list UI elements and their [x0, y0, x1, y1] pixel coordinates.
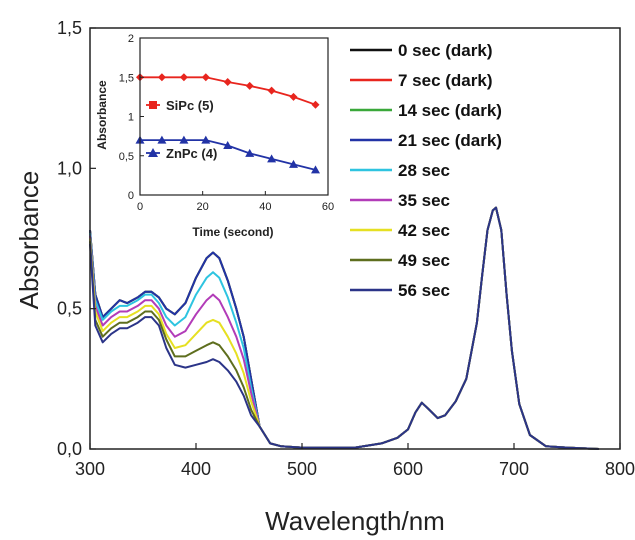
inset-legend: SiPc (5) ZnPc (4) — [146, 98, 217, 161]
y-tick-label: 1,5 — [57, 18, 82, 38]
legend-label-8: 56 sec — [398, 281, 450, 300]
inset-point-1-3 — [201, 135, 211, 144]
main-chart: 300 400 500 600 700 800 0,00,51,01,5 Waveleng… — [14, 18, 635, 536]
y-tick-label: 0,5 — [57, 299, 82, 319]
inset-x-ticks: 0 20 40 60 — [137, 191, 334, 213]
legend-label-5: 35 sec — [398, 191, 450, 210]
x-axis-title: Wavelength/nm — [265, 506, 445, 536]
inset-y-axis-title: Absorbance — [95, 80, 109, 150]
inset-point-1-4 — [223, 141, 233, 149]
inset-y-ticks: 0 0,5 1 1,5 2 — [119, 33, 144, 202]
inset-x-axis-title: Time (second) — [192, 225, 273, 239]
legend-label-7: 49 sec — [398, 251, 450, 270]
inset-point-0-4 — [223, 78, 232, 86]
y-ticks: 0,0 0,5 1,0 1,5 — [57, 18, 96, 459]
inset-y-tick-label: 0 — [128, 190, 134, 202]
legend-label-2: 14 sec (dark) — [398, 101, 502, 120]
legend-label-6: 42 sec — [398, 221, 450, 240]
x-tick-label: 600 — [393, 459, 423, 479]
inset-point-0-6 — [267, 86, 276, 95]
inset-y-tick-label: 0,5 — [119, 151, 134, 163]
inset-point-0-1 — [157, 73, 166, 82]
x-tick-label: 500 — [287, 459, 317, 479]
y-tick-label: 0,0 — [57, 439, 82, 459]
x-tick-label: 400 — [181, 459, 211, 479]
spectra-lines — [89, 206, 599, 450]
inset-legend-label-0: SiPc (5) — [166, 98, 214, 113]
main-plot-frame — [89, 27, 621, 450]
inset-x-tick-label: 60 — [322, 201, 334, 213]
x-ticks: 300 400 500 600 700 800 — [75, 443, 635, 479]
inset-point-0-2 — [179, 73, 188, 82]
inset-point-0-3 — [201, 73, 210, 82]
legend-label-0: 0 sec (dark) — [398, 41, 493, 60]
inset-background — [118, 35, 328, 205]
legend-label-1: 7 sec (dark) — [398, 71, 493, 90]
inset-point-1-5 — [245, 148, 255, 157]
legend-label-4: 28 sec — [398, 161, 450, 180]
inset-point-1-7 — [289, 159, 298, 168]
inset-chart: 0 20 40 60 0 0,5 1 1,5 2 Time (second) Absorban… — [95, 33, 334, 239]
inset-x-tick-label: 20 — [197, 201, 209, 213]
inset-point-0-7 — [289, 92, 298, 101]
inset-point-1-6 — [267, 154, 277, 163]
inset-y-tick-label: 1,5 — [119, 72, 134, 84]
inset-point-0-5 — [245, 81, 254, 90]
x-tick-label: 800 — [605, 459, 635, 479]
inset-legend-marker-1 — [148, 148, 158, 157]
legend: 0 sec (dark) 7 sec (dark) 14 sec (dark) 21 … — [350, 41, 502, 300]
y-tick-label: 1,0 — [57, 158, 82, 178]
x-tick-label: 700 — [499, 459, 529, 479]
x-tick-label: 300 — [75, 459, 105, 479]
legend-label-3: 21 sec (dark) — [398, 131, 502, 150]
inset-y-tick-label: 2 — [128, 33, 134, 45]
inset-point-1-8 — [311, 165, 320, 174]
inset-point-0-8 — [311, 100, 320, 109]
inset-y-tick-label: 1 — [128, 112, 134, 124]
inset-legend-label-1: ZnPc (4) — [166, 146, 217, 161]
inset-x-tick-label: 40 — [259, 201, 271, 213]
inset-x-tick-label: 0 — [137, 201, 143, 213]
spectrum-line-8 — [89, 206, 599, 450]
inset-legend-marker-0 — [149, 101, 157, 109]
y-axis-title: Absorbance — [14, 171, 44, 310]
inset-point-1-1 — [157, 135, 167, 144]
inset-point-1-2 — [179, 135, 189, 144]
